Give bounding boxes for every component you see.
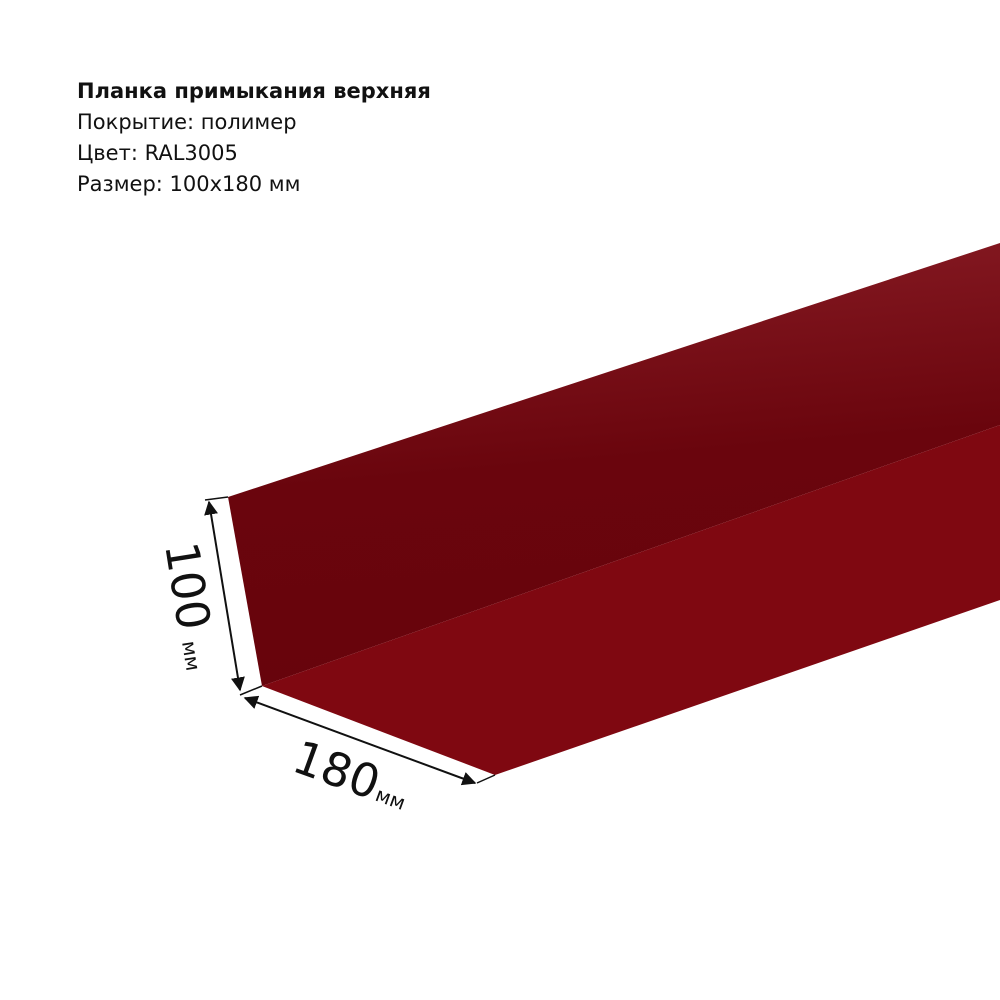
- product-size: Размер: 100x180 мм: [77, 172, 301, 196]
- product-color: Цвет: RAL3005: [77, 141, 238, 165]
- height-dimension-line: [204, 500, 245, 692]
- height-value: 100: [154, 538, 221, 633]
- width-unit: мм: [372, 782, 409, 815]
- lower-face: [262, 425, 1000, 775]
- width-value: 180: [286, 730, 387, 811]
- product-info: Планка примыкания верхняя Покрытие: поли…: [77, 76, 431, 200]
- height-unit: мм: [177, 639, 205, 673]
- upper-face: [228, 243, 1000, 686]
- product-coating: Покрытие: полимер: [77, 110, 297, 134]
- product-title: Планка примыкания верхняя: [77, 79, 431, 103]
- width-dimension-line: [243, 695, 477, 786]
- height-dimension: 100 мм: [154, 496, 245, 692]
